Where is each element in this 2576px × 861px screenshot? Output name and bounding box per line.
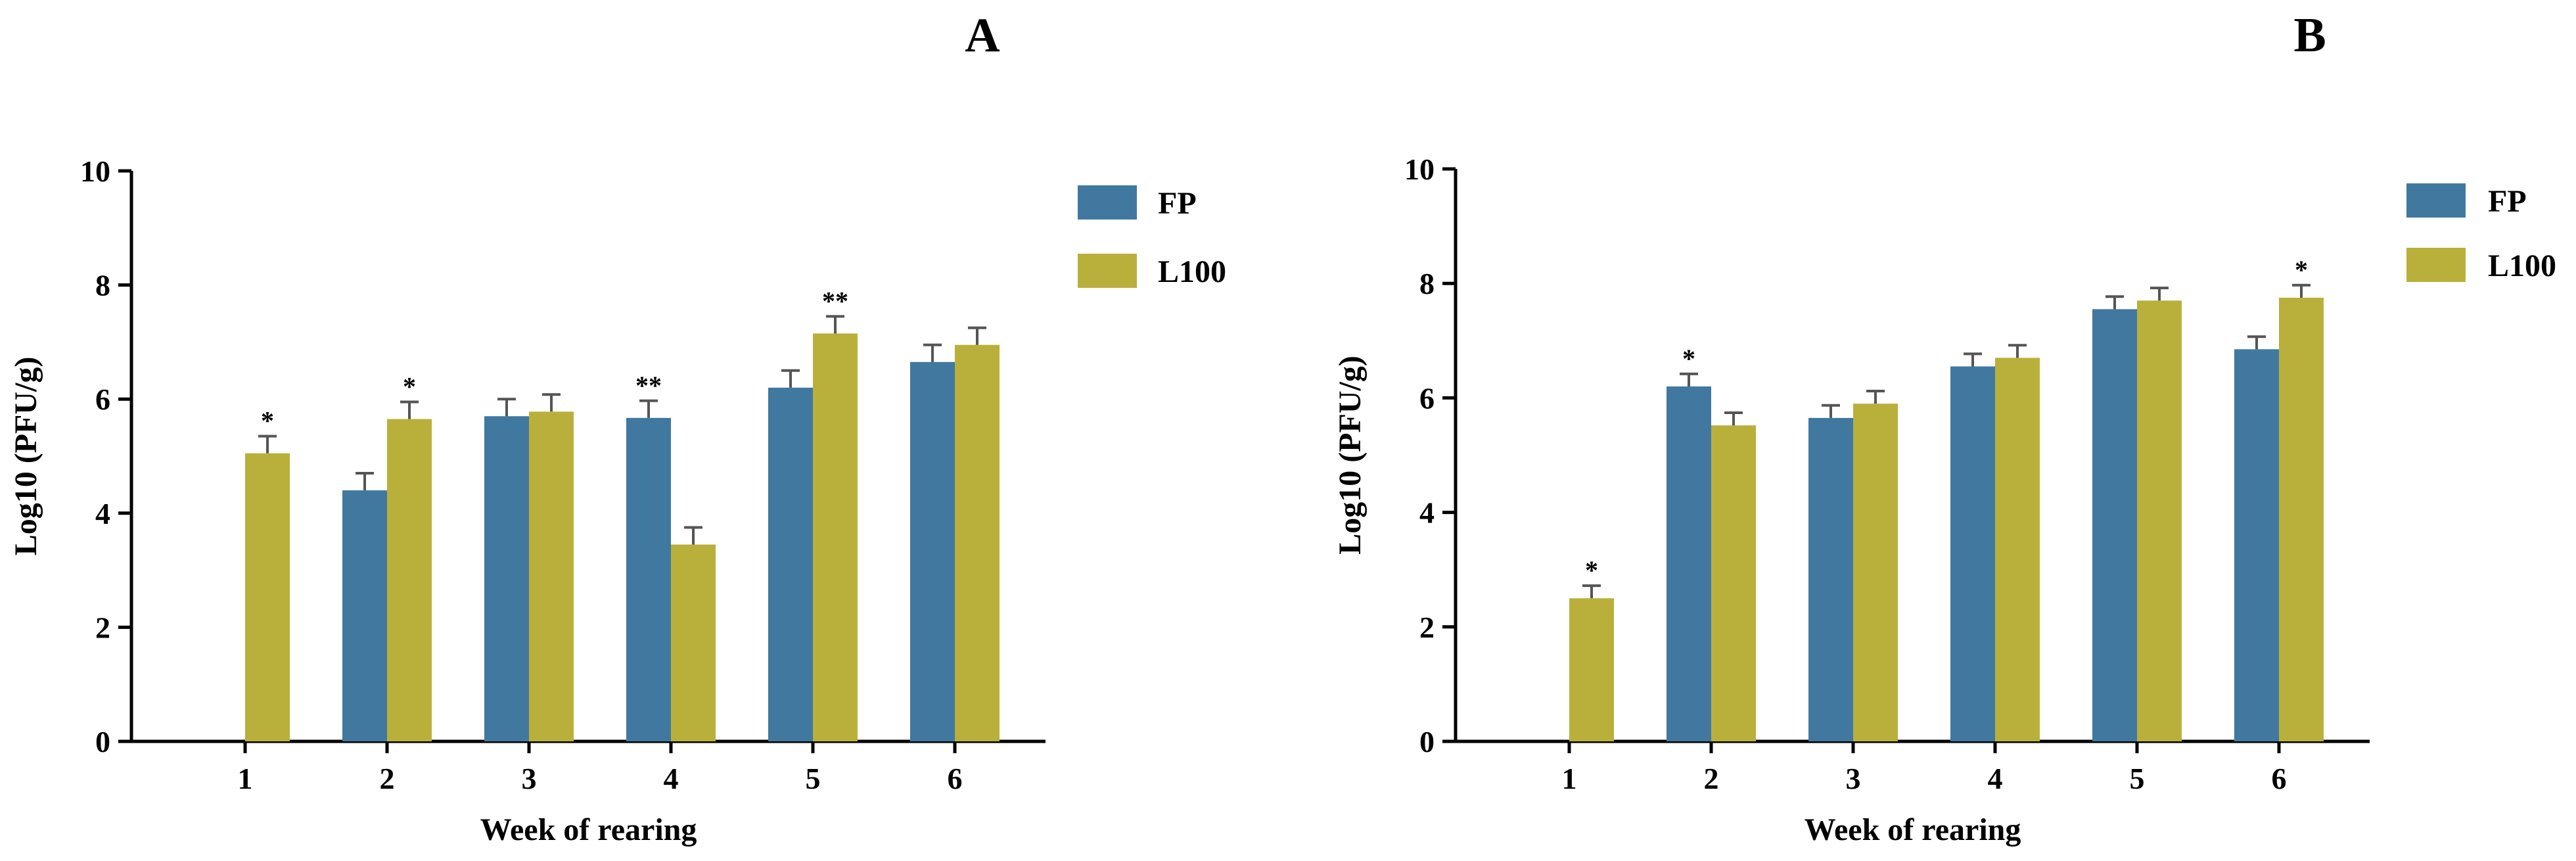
x-tick-label: 5 (806, 762, 821, 795)
bar-l100-week-5 (2137, 300, 2182, 742)
bar-l100-week-1 (1569, 598, 1614, 741)
bar-fp-week-6 (2234, 349, 2279, 741)
bar-fp-week-5 (2092, 309, 2137, 741)
x-tick-label: 2 (380, 762, 395, 795)
significance-label: ** (822, 286, 848, 315)
x-tick-label: 5 (2130, 762, 2145, 795)
bar-l100-week-2 (1711, 425, 1756, 741)
bar-fp-week-4 (1950, 366, 1995, 741)
legend-label-fp: FP (2488, 184, 2527, 219)
significance-label: ** (635, 371, 662, 400)
bar-l100-week-4 (1995, 358, 2040, 741)
y-tick-label: 6 (1419, 381, 1435, 415)
y-tick-label: 2 (1419, 611, 1435, 644)
x-axis-title: Week of rearing (1805, 812, 2021, 847)
bar-fp-week-5 (768, 387, 813, 741)
legend-label-l100: L100 (2488, 248, 2556, 283)
x-tick-label: 3 (522, 762, 537, 795)
bar-fp-week-3 (1808, 417, 1853, 741)
bar-l100-week-3 (529, 411, 574, 741)
legend-swatch-l100 (1078, 254, 1137, 288)
x-tick-label: 2 (1704, 762, 1719, 795)
significance-label: * (403, 372, 416, 402)
panel-letter: A (965, 9, 1000, 62)
chart-panel-a: A 0 2 4 6 8 10 1 * 2 * 3 4 ** 5 ** 6 Week of rearing Log10… (9, 9, 1226, 847)
significance-label: * (1585, 555, 1598, 585)
y-tick-label: 8 (95, 269, 110, 302)
legend-swatch-fp (2406, 183, 2466, 218)
bar-l100-week-4 (671, 544, 716, 741)
bar-l100-week-6 (2279, 297, 2324, 742)
bar-l100-week-3 (1853, 404, 1898, 741)
y-tick-label: 4 (95, 497, 110, 530)
significance-label: * (261, 406, 274, 436)
bar-fp-week-3 (484, 416, 529, 741)
x-axis-title: Week of rearing (480, 812, 697, 847)
bar-fp-week-2 (342, 490, 387, 741)
x-tick-label: 6 (948, 762, 963, 795)
y-tick-label: 10 (1404, 152, 1435, 186)
x-tick-label: 1 (238, 762, 253, 795)
y-tick-label: 10 (80, 154, 110, 188)
significance-label: * (2295, 255, 2308, 285)
bar-l100-week-6 (955, 344, 1000, 741)
significance-label: * (1682, 344, 1695, 373)
bar-l100-week-5 (813, 333, 858, 741)
y-tick-label: 0 (1419, 725, 1435, 758)
x-tick-label: 4 (1988, 762, 2003, 795)
bar-fp-week-2 (1667, 386, 1711, 741)
y-tick-label: 8 (1419, 267, 1435, 300)
y-axis-title: Log10 (PFU/g) (1333, 356, 1368, 555)
y-tick-label: 6 (95, 383, 110, 416)
y-tick-label: 0 (95, 725, 110, 758)
legend-label-fp: FP (1158, 186, 1197, 221)
y-tick-label: 4 (1419, 496, 1435, 530)
bar-fp-week-4 (626, 417, 671, 741)
x-tick-label: 6 (2272, 762, 2287, 795)
x-tick-label: 3 (1846, 762, 1861, 795)
x-tick-label: 4 (664, 762, 679, 795)
x-tick-label: 1 (1562, 762, 1577, 795)
legend-swatch-l100 (2406, 248, 2466, 282)
bar-l100-week-2 (387, 419, 432, 741)
y-tick-label: 2 (95, 611, 110, 644)
panel-letter: B (2293, 9, 2326, 62)
chart-panel-b: B 0 2 4 6 8 10 1 * 2 * 3 4 5 6 * Week of rearing Log10 (P… (1333, 9, 2556, 847)
y-axis-title: Log10 (PFU/g) (9, 357, 43, 556)
bar-l100-week-1 (245, 453, 290, 741)
bar-fp-week-6 (910, 361, 955, 741)
legend-label-l100: L100 (1158, 254, 1226, 289)
legend-swatch-fp (1078, 185, 1137, 220)
